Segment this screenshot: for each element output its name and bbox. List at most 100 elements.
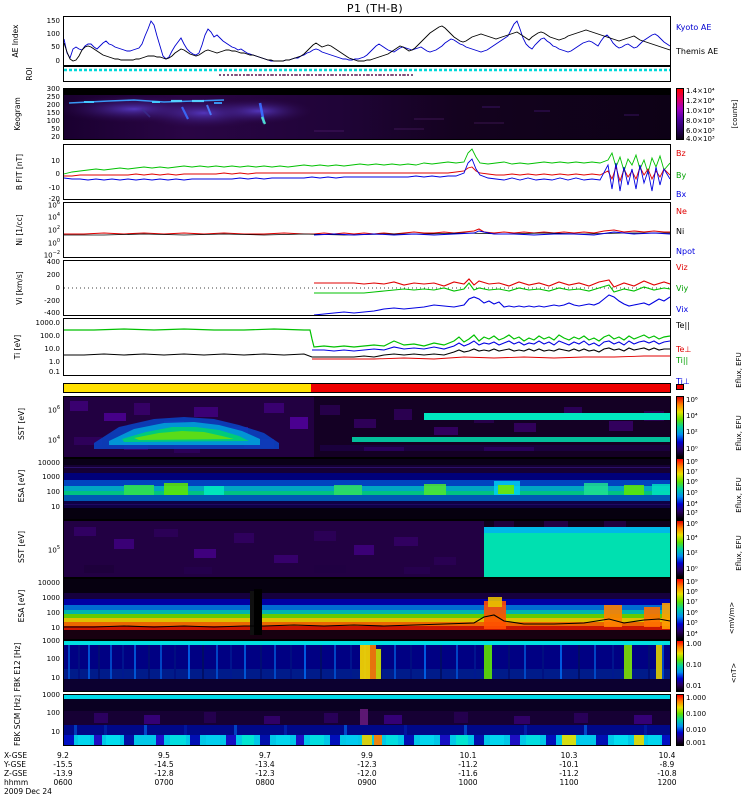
keo-ytick-100: 100 [46, 117, 60, 125]
date-label: 2009 Dec 24 [4, 787, 52, 796]
fbk2-ytick-10: 10 [51, 728, 60, 736]
keo-ytick-50: 50 [51, 125, 60, 133]
xrow-label-ygse: Y-GSE [4, 760, 26, 769]
panel-esa-ion-spectrogram [63, 578, 671, 640]
colorbar-sst2 [676, 520, 684, 578]
ae-ytick-50: 50 [51, 43, 60, 51]
series-viy [314, 282, 670, 294]
vi-ytick-m200: -200 [44, 297, 60, 305]
legend-ni: Ni [676, 227, 685, 236]
page-title: P1 (TH-B) [346, 2, 404, 15]
fbk1-image [64, 641, 670, 691]
sst1-ytick-4: 104 [47, 435, 60, 445]
ti-ytick-1000: 1000.0 [35, 319, 61, 327]
xgse-v5: 10.3 [560, 751, 578, 760]
colorbar-fbk2 [676, 694, 684, 746]
sst2-ytick-5: 105 [47, 545, 60, 555]
cb-keo-l4: 6.0×10³ [686, 127, 715, 135]
esa1-ytick-1000: 1000 [42, 473, 60, 481]
series-npot [313, 230, 670, 236]
vi-ytick-200: 200 [46, 271, 60, 279]
cb-keo-l5: 4.0×10³ [686, 135, 715, 143]
legend-vix: Vix [676, 305, 689, 314]
cb-fbk2-title: <nT> [730, 662, 738, 684]
ygse-v6: -8.9 [659, 760, 675, 769]
cb-sst1-l3: 10⁰ [686, 445, 698, 453]
esa2-ytick-10: 10 [51, 624, 60, 632]
legend-te-perp: Te⊥ [676, 345, 692, 354]
bfit-ytick-10: 10 [51, 157, 60, 165]
cb-sst2-l1: 10⁴ [686, 534, 698, 542]
sst1-image [64, 397, 670, 457]
series-ne [64, 228, 670, 235]
panel-bfit-ytitle: B FIT [nT] [15, 153, 24, 191]
colorbar-esa2 [676, 578, 684, 640]
colorbar-fbk1 [676, 640, 684, 692]
legend-ti-perp: Ti⊥ [676, 377, 690, 386]
series-themis-ae [64, 25, 670, 62]
fbk2-ytick-1000: 1000 [42, 691, 60, 699]
hhmm-v2: 0800 [255, 778, 275, 787]
esa1-ytick-10000: 10000 [37, 459, 60, 467]
esa1-image [64, 459, 670, 519]
cb-sst1-l0: 10⁶ [686, 396, 698, 404]
ni-ytick-4: 104 [47, 212, 60, 222]
sst1-dispersion [94, 417, 279, 449]
cb-fbk1-l2: 0.01 [686, 682, 702, 690]
cb-esa2-l0: 10⁹ [686, 578, 698, 586]
series-te-par [64, 347, 670, 358]
ni-ytick-0: 100 [47, 238, 60, 248]
panel-roi [63, 66, 671, 82]
panel-sst-ion-spectrogram [63, 520, 671, 578]
panel-esa-electron-spectrogram [63, 458, 671, 520]
hhmm-v3: 0900 [357, 778, 377, 787]
fbk1-ytick-10: 10 [51, 674, 60, 682]
fbk1-bursts [360, 645, 662, 679]
panel-sst1-ytitle: SST [eV] [17, 407, 26, 441]
panel-roi-ytitle: ROI [25, 67, 34, 81]
bfit-ytick-0: 0 [55, 170, 60, 178]
legend-themis-ae: Themis AE [676, 47, 719, 56]
legend-te-par: Te|| [676, 321, 690, 330]
colorbar-keogram [676, 88, 684, 140]
panel-sst2-ytitle: SST [eV] [17, 530, 26, 564]
legend-ti-par: Ti|| [676, 356, 689, 365]
ti-ytick-10: 10.0 [44, 345, 60, 353]
panel-b-fit [63, 144, 671, 200]
keo-ytick-20: 20 [51, 133, 60, 141]
cb-fbk2-l0: 1.000 [686, 694, 707, 702]
hhmm-v5: 1100 [559, 778, 579, 787]
ae-ytick-100: 100 [46, 30, 60, 38]
cb-keo-title: [counts] [731, 99, 739, 129]
cb-esa1-title: Eflux, EFU [735, 415, 743, 451]
xgse-v4: 10.1 [459, 751, 477, 760]
zgse-v5: -11.2 [559, 769, 579, 778]
cb-keo-l2: 1.0×10⁴ [686, 107, 715, 115]
legend-kyoto-ae: Kyoto AE [676, 23, 712, 32]
esa2-bands [64, 579, 670, 639]
xrow-label-zgse: Z-GSE [4, 769, 28, 778]
cb-sst1-title: Eflux, EFU [735, 352, 743, 388]
legend-bx: Bx [676, 190, 687, 199]
fbk2-image [64, 695, 670, 745]
esa2-ytick-100: 100 [46, 609, 60, 617]
cb-fbk1-l1: 0.10 [686, 661, 702, 669]
series-bz [64, 165, 670, 183]
cb-sst1-l2: 10² [686, 428, 698, 436]
hhmm-v1: 0700 [154, 778, 174, 787]
bfit-ytick-m10: -10 [48, 184, 60, 192]
panel-fbk1-ytitle: FBK E12 [Hz] [13, 642, 22, 692]
vi-ytick-0: 0 [55, 284, 60, 292]
zgse-v2: -12.3 [255, 769, 275, 778]
legend-viz: Viz [676, 263, 688, 272]
esa2-ytick-10000: 10000 [37, 579, 60, 587]
cb-fbk2-l1: 0.100 [686, 710, 707, 718]
xgse-v0: 9.2 [57, 751, 69, 760]
panel-ae-index [63, 16, 671, 66]
legend-by: By [676, 171, 687, 180]
bfit-ytick-m20: -20 [48, 195, 60, 203]
ni-plot [64, 228, 670, 236]
mode-bar [64, 384, 670, 392]
series-by [64, 148, 670, 175]
